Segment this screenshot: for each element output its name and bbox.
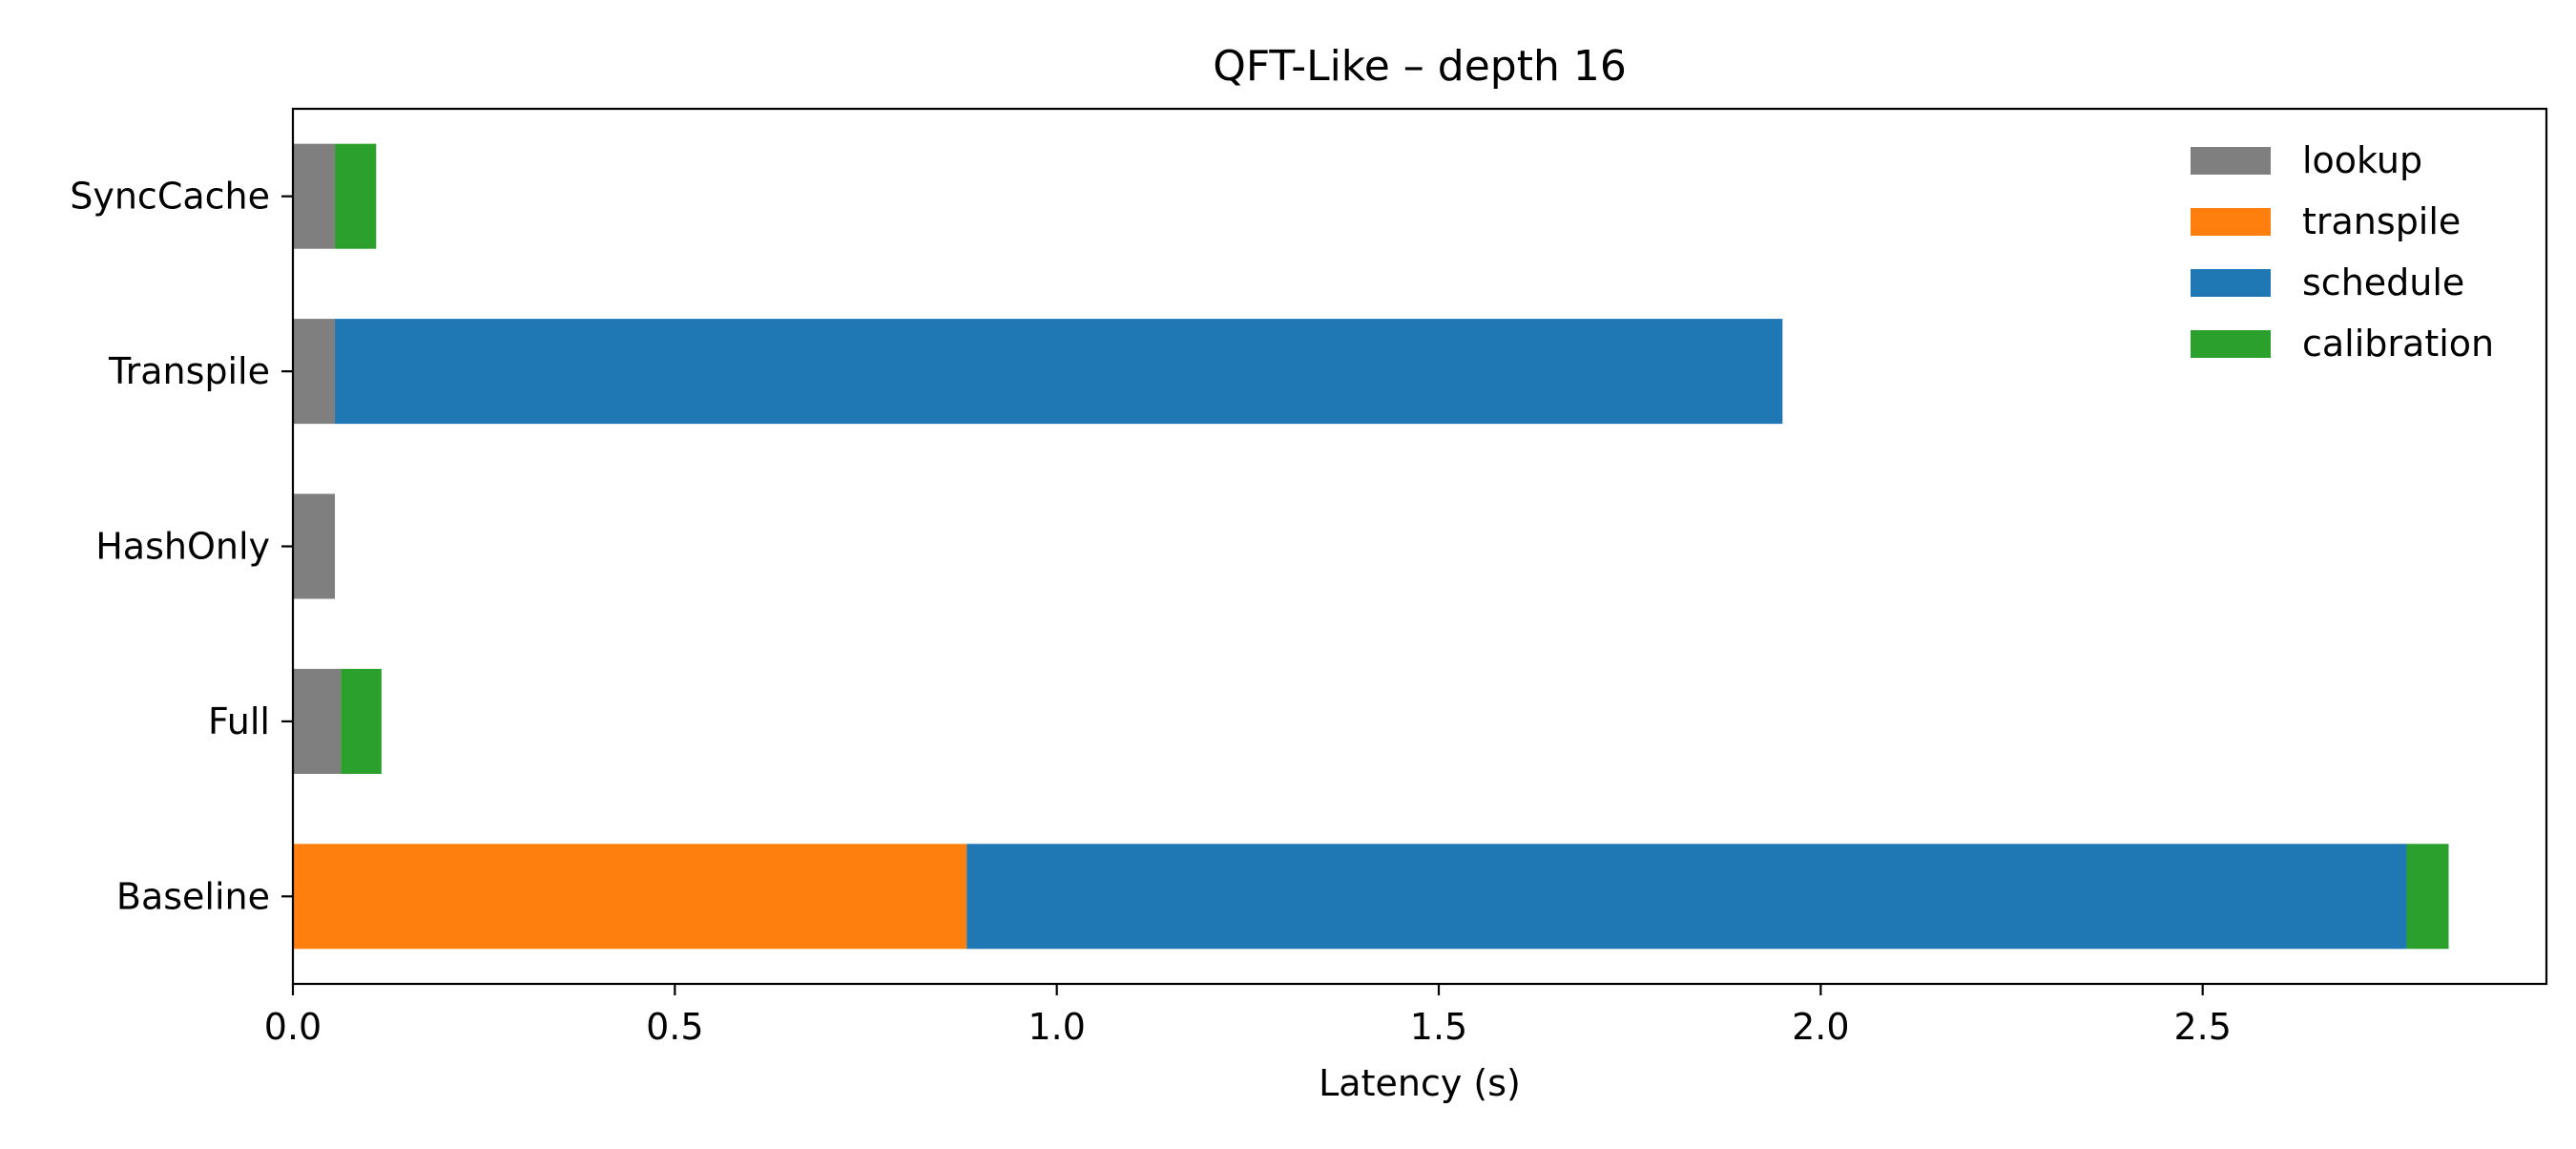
bar-transpile-schedule [335,319,1783,425]
x-tick-label: 2.0 [1792,1006,1849,1048]
y-tick-label: Baseline [116,875,270,917]
x-axis-label: Latency (s) [1319,1062,1521,1104]
x-tick-label: 1.5 [1410,1006,1467,1048]
x-tick-label: 1.0 [1028,1006,1085,1048]
bar-full-calibration [341,668,382,774]
bar-baseline-transpile [293,844,967,950]
bar-baseline-schedule [966,844,2407,950]
legend-label-schedule: schedule [2302,261,2464,303]
legend-swatch-schedule [2191,269,2271,297]
bars [293,143,2449,950]
legend-swatch-lookup [2191,147,2271,175]
legend-swatch-calibration [2191,330,2271,358]
x-tick-label: 0.0 [264,1006,322,1048]
bar-full-lookup [293,668,342,774]
y-tick-label: SyncCache [70,176,270,218]
y-tick-label: Full [208,700,270,742]
x-tick-label: 2.5 [2173,1006,2231,1048]
bar-transpile-lookup [293,319,336,425]
bar-hashonly-lookup [293,493,336,599]
legend-label-calibration: calibration [2302,323,2494,365]
y-tick-label: Transpile [108,350,270,392]
legend: lookup transpile schedule calibration [2191,139,2494,365]
bar-baseline-calibration [2406,844,2449,950]
bar-synccache-lookup [293,143,336,249]
bar-synccache-calibration [335,143,377,249]
y-tick-label: HashOnly [95,526,270,568]
legend-swatch-transpile [2191,208,2271,236]
y-axis-ticks: Baseline Full HashOnly Transpile SyncCache [70,176,293,917]
legend-label-transpile: transpile [2302,200,2461,242]
x-axis-ticks: 0.0 0.5 1.0 1.5 2.0 2.5 [264,984,2232,1048]
chart-title: QFT-Like – depth 16 [1213,42,1627,91]
x-tick-label: 0.5 [646,1006,703,1048]
legend-label-lookup: lookup [2302,139,2422,181]
